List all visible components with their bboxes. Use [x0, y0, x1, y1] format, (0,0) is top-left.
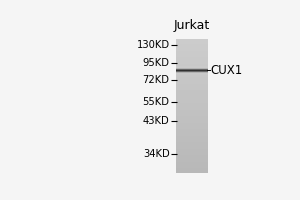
Text: 55KD: 55KD [142, 97, 170, 107]
Text: CUX1: CUX1 [211, 64, 243, 77]
Text: 95KD: 95KD [142, 58, 170, 68]
Text: 43KD: 43KD [143, 116, 169, 126]
Text: 34KD: 34KD [143, 149, 169, 159]
Text: 72KD: 72KD [142, 75, 170, 85]
Text: Jurkat: Jurkat [173, 19, 209, 32]
Text: 130KD: 130KD [136, 40, 169, 50]
